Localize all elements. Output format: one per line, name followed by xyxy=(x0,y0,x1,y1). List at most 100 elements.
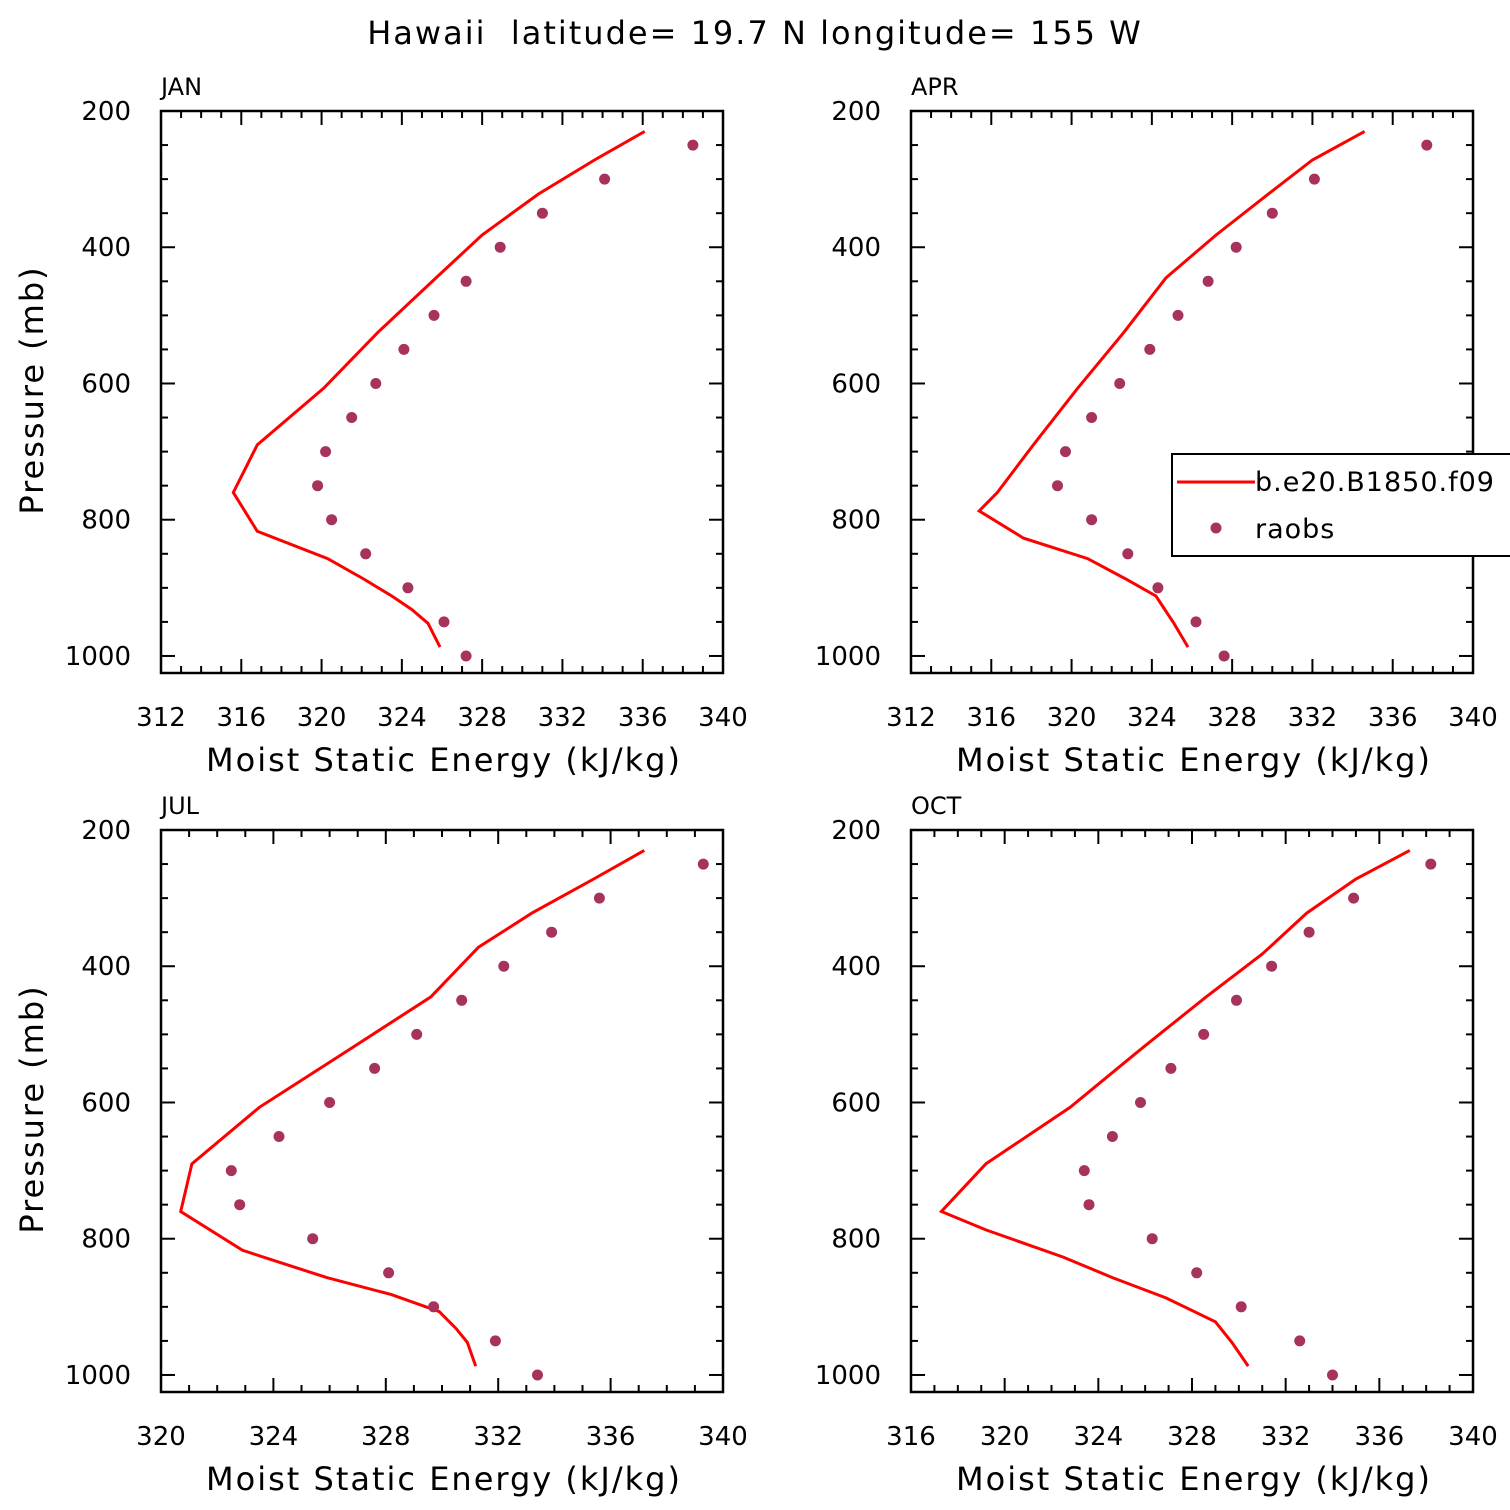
panel-oct-frame xyxy=(909,828,1475,1394)
panel-jan-ylabel: Pressure (mb) xyxy=(13,265,51,514)
panel-jan-frame xyxy=(159,109,725,675)
panel-oct-xtick-label: 316 xyxy=(886,1422,936,1452)
panel-oct-raobs-point xyxy=(1135,1097,1146,1108)
panel-jul-raobs-point xyxy=(369,1062,381,1074)
panel-jan-ytick-label: 600 xyxy=(81,369,131,399)
panel-jan-label: JAN xyxy=(159,73,202,101)
panel-jul-xtick-label: 336 xyxy=(586,1422,636,1452)
panel-jan-raobs-point xyxy=(312,480,324,492)
panel-jul-ytick-label: 600 xyxy=(81,1088,131,1118)
panel-oct-raobs-point xyxy=(1348,892,1360,904)
panel-jan-xlabel: Moist Static Energy (kJ/kg) xyxy=(206,741,682,779)
panel-apr-raobs-point xyxy=(1421,139,1433,151)
panel-oct-raobs-point xyxy=(1198,1028,1210,1040)
panel-jul-ytick-label: 400 xyxy=(81,952,131,982)
panel-jul-raobs-point xyxy=(489,1335,501,1347)
panel-apr-ytick-label: 600 xyxy=(831,369,881,399)
panel-apr-raobs-point xyxy=(1230,241,1242,253)
panel-apr-xtick-label: 336 xyxy=(1368,703,1418,733)
panel-apr-raobs-point xyxy=(1202,275,1214,287)
panel-oct-xtick-label: 332 xyxy=(1261,1422,1311,1452)
panel-jan-xtick-label: 320 xyxy=(297,703,347,733)
panel-jan-raobs-point xyxy=(494,241,506,253)
panel-jul-raobs-point xyxy=(546,926,558,938)
panel-apr-raobs-point xyxy=(1052,480,1063,492)
panel-oct-xtick-label: 328 xyxy=(1167,1422,1217,1452)
panel-apr-raobs-point xyxy=(1114,378,1126,389)
panel-jan-raobs-point xyxy=(346,412,358,423)
figure-title: Hawaii latitude= 19.7 N longitude= 155 W xyxy=(367,14,1143,52)
panel-oct-raobs-point xyxy=(1425,858,1437,870)
panel-oct-xlabel: Moist Static Energy (kJ/kg) xyxy=(956,1460,1432,1498)
panel-apr-frame xyxy=(909,109,1475,675)
panel-jan-xtick-label: 336 xyxy=(618,703,668,733)
panel-jul-raobs-point xyxy=(456,994,468,1006)
panel-oct-raobs-point xyxy=(1327,1369,1338,1381)
panel-jan-raobs-point xyxy=(599,173,611,185)
panel-apr-raobs-point xyxy=(1308,173,1320,185)
panel-jan-raobs-point xyxy=(326,514,338,526)
panel-oct-ytick-label: 800 xyxy=(831,1225,881,1255)
panel-jul-xtick-label: 328 xyxy=(361,1422,411,1452)
panel-oct-ytick-label: 200 xyxy=(831,816,881,846)
panel-apr-xtick-label: 312 xyxy=(886,703,936,733)
panel-oct-xtick-label: 336 xyxy=(1355,1422,1405,1452)
panel-apr-xtick-label: 316 xyxy=(966,703,1016,733)
panel-jul-ytick-label: 800 xyxy=(81,1225,131,1255)
panel-apr-ytick-label: 400 xyxy=(831,233,881,263)
legend-marker-swatch xyxy=(1210,522,1222,534)
panel-apr-ytick-label: 1000 xyxy=(815,642,881,672)
panel-apr-xtick-label: 328 xyxy=(1207,703,1257,733)
panel-oct-xtick-label: 340 xyxy=(1448,1422,1498,1452)
panel-jan-raobs-point xyxy=(370,378,382,389)
panel-jan-xtick-label: 316 xyxy=(216,703,266,733)
panel-jan-xtick-label: 332 xyxy=(538,703,588,733)
panel-jul-ytick-label: 1000 xyxy=(65,1361,131,1391)
panel-apr-xtick-label: 324 xyxy=(1127,703,1177,733)
panel-jul-xlabel: Moist Static Energy (kJ/kg) xyxy=(206,1460,682,1498)
panel-oct-ytick-label: 1000 xyxy=(815,1361,881,1391)
panel-apr-raobs-point xyxy=(1190,616,1202,628)
panel-jul-raobs-point xyxy=(411,1028,423,1040)
panel-jan-raobs-point xyxy=(536,207,548,219)
panel-jul-model-line xyxy=(178,849,646,1367)
panel-oct-raobs-point xyxy=(1235,1301,1247,1313)
panel-apr-raobs-point xyxy=(1060,446,1071,458)
panel-jul-xtick-label: 320 xyxy=(136,1422,186,1452)
panel-jan: JAN 312 316 320 324 328 332 336 340 200 400 600 800 1… xyxy=(13,73,748,779)
panel-oct-raobs-point xyxy=(1294,1335,1306,1347)
panel-apr-raobs-point xyxy=(1172,309,1184,321)
panel-jan-raobs-point xyxy=(438,616,450,628)
panel-jan-xtick-label: 328 xyxy=(457,703,507,733)
panel-apr: APR 312 316 320 324 328 332 336 340 200 400 600 800 1… xyxy=(815,73,1498,779)
panel-jan-ytick-label: 1000 xyxy=(65,642,131,672)
panel-apr-raobs-point xyxy=(1086,412,1098,423)
panel-jul-label: JUL xyxy=(159,792,200,820)
panel-apr-label: APR xyxy=(911,73,959,101)
panel-jan-xtick-label: 312 xyxy=(136,703,186,733)
panel-apr-raobs-point xyxy=(1266,207,1278,219)
panel-apr-ytick-label: 200 xyxy=(831,97,881,127)
panel-jan-raobs-point xyxy=(687,139,699,151)
panel-jan-ytick-label: 800 xyxy=(81,506,131,536)
panel-apr-raobs-point xyxy=(1218,650,1230,662)
panel-apr-xtick-label: 320 xyxy=(1047,703,1097,733)
panel-apr-raobs-point xyxy=(1122,548,1134,560)
panel-oct-raobs-point xyxy=(1106,1131,1118,1142)
panel-jul-xtick-label: 332 xyxy=(473,1422,523,1452)
panel-apr-raobs-point xyxy=(1086,514,1098,526)
panels: JAN 312 316 320 324 328 332 336 340 200 400 600 800 1… xyxy=(13,73,1498,1498)
legend-label-raobs: raobs xyxy=(1255,514,1335,545)
legend-label-model: b.e20.B1850.f09 xyxy=(1255,467,1495,498)
panel-oct-model-line xyxy=(938,849,1411,1367)
panel-oct-ytick-label: 400 xyxy=(831,952,881,982)
panel-oct-xtick-label: 324 xyxy=(1074,1422,1124,1452)
panel-oct-raobs-point xyxy=(1231,994,1242,1006)
panel-apr-xtick-label: 340 xyxy=(1448,703,1498,733)
panel-apr-ytick-label: 800 xyxy=(831,506,881,536)
panel-jul-raobs-point xyxy=(234,1199,246,1211)
panel-jan-raobs-point xyxy=(428,309,440,321)
panel-jul-ylabel: Pressure (mb) xyxy=(13,984,51,1233)
panel-apr-model-line xyxy=(976,130,1366,648)
